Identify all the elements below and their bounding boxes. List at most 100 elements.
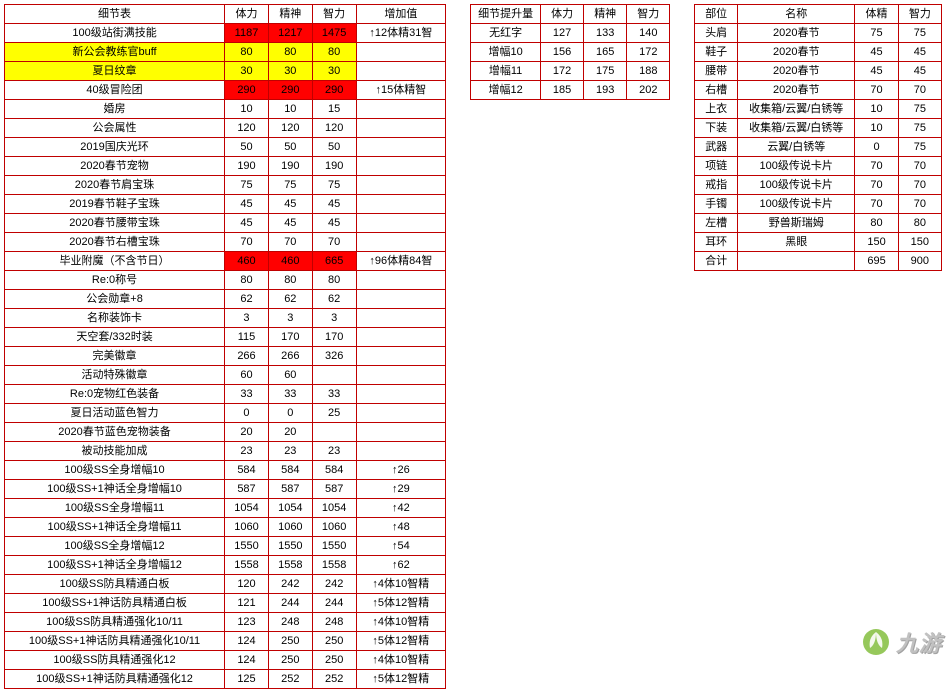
cell: Re:0称号 [5, 271, 225, 290]
cell: 70 [855, 81, 898, 100]
cell: 婚房 [5, 100, 225, 119]
cell: 45 [898, 62, 941, 81]
cell: 公会勋章+8 [5, 290, 225, 309]
cell: 250 [268, 651, 312, 670]
cell: 增加值 [356, 5, 446, 24]
cell: 900 [898, 252, 941, 271]
cell: 1054 [312, 499, 356, 518]
cell: 266 [268, 347, 312, 366]
cell: 项链 [695, 157, 738, 176]
cell: 50 [225, 138, 269, 157]
cell: 250 [312, 651, 356, 670]
cell [356, 290, 446, 309]
cell: 665 [312, 252, 356, 271]
cell [312, 423, 356, 442]
cell: 体精 [855, 5, 898, 24]
cell: 100级SS+1神话全身增幅10 [5, 480, 225, 499]
cell [356, 233, 446, 252]
cell [356, 347, 446, 366]
cell: 115 [225, 328, 269, 347]
cell: 20 [225, 423, 269, 442]
cell: 33 [225, 385, 269, 404]
cell: 326 [312, 347, 356, 366]
cell: 75 [898, 138, 941, 157]
cell: 75 [855, 24, 898, 43]
cell: 60 [225, 366, 269, 385]
cell [356, 423, 446, 442]
cell: 100级SS+1神话防具精通白板 [5, 594, 225, 613]
boost-table: 细节提升量体力精神智力无红字127133140增幅10156165172增幅11… [470, 4, 670, 100]
cell: 242 [268, 575, 312, 594]
cell: 2020春节肩宝珠 [5, 176, 225, 195]
cell: 70 [855, 176, 898, 195]
cell: 80 [312, 271, 356, 290]
cell: 2020春节 [738, 81, 855, 100]
cell: 部位 [695, 5, 738, 24]
cell: ↑12体精31智 [356, 24, 446, 43]
cell: 体力 [541, 5, 584, 24]
cell: 75 [268, 176, 312, 195]
cell: 10 [268, 100, 312, 119]
cell: 248 [312, 613, 356, 632]
cell: ↑26 [356, 461, 446, 480]
cell: 2020春节右槽宝珠 [5, 233, 225, 252]
cell: 1550 [225, 537, 269, 556]
cell: 124 [225, 632, 269, 651]
cell: 15 [312, 100, 356, 119]
cell: 80 [898, 214, 941, 233]
cell: 1054 [268, 499, 312, 518]
cell: 60 [268, 366, 312, 385]
cell: 70 [225, 233, 269, 252]
cell: 1558 [225, 556, 269, 575]
cell: 名称 [738, 5, 855, 24]
cell: 2020春节腰带宝珠 [5, 214, 225, 233]
cell: 170 [312, 328, 356, 347]
cell [356, 43, 446, 62]
cell: ↑42 [356, 499, 446, 518]
cell: 1550 [268, 537, 312, 556]
cell: 45 [312, 214, 356, 233]
cell: 1187 [225, 24, 269, 43]
cell: 193 [584, 81, 627, 100]
cell: 100级SS+1神话全身增幅12 [5, 556, 225, 575]
cell: 夏日活动蓝色智力 [5, 404, 225, 423]
cell: 鞋子 [695, 43, 738, 62]
cell: 190 [312, 157, 356, 176]
cell [356, 157, 446, 176]
cell: 智力 [627, 5, 670, 24]
cell: 精神 [268, 5, 312, 24]
cell: 290 [268, 81, 312, 100]
cell: 50 [312, 138, 356, 157]
cell [356, 442, 446, 461]
cell: 左槽 [695, 214, 738, 233]
cell: 1475 [312, 24, 356, 43]
cell: 1060 [225, 518, 269, 537]
cell: 夏日纹章 [5, 62, 225, 81]
cell: 2020春节 [738, 24, 855, 43]
cell: 100级SS全身增幅12 [5, 537, 225, 556]
cell: 80 [268, 271, 312, 290]
cell: 黑眼 [738, 233, 855, 252]
cell: 62 [268, 290, 312, 309]
cell: ↑48 [356, 518, 446, 537]
cell: 2019国庆光环 [5, 138, 225, 157]
cell: 460 [268, 252, 312, 271]
cell: 75 [898, 100, 941, 119]
cell: 62 [312, 290, 356, 309]
cell [356, 385, 446, 404]
cell: 名称装饰卡 [5, 309, 225, 328]
cell: 45 [898, 43, 941, 62]
cell: 120 [225, 575, 269, 594]
cell [738, 252, 855, 271]
cell: 100级传说卡片 [738, 157, 855, 176]
cell: 细节表 [5, 5, 225, 24]
cell: 10 [225, 100, 269, 119]
cell: 123 [225, 613, 269, 632]
cell: 75 [312, 176, 356, 195]
cell: 20 [268, 423, 312, 442]
cell [356, 328, 446, 347]
cell: 584 [268, 461, 312, 480]
slot-table: 部位名称体精智力头肩2020春节7575鞋子2020春节4545腰带2020春节… [694, 4, 942, 271]
cell: 70 [855, 157, 898, 176]
cell: 80 [312, 43, 356, 62]
